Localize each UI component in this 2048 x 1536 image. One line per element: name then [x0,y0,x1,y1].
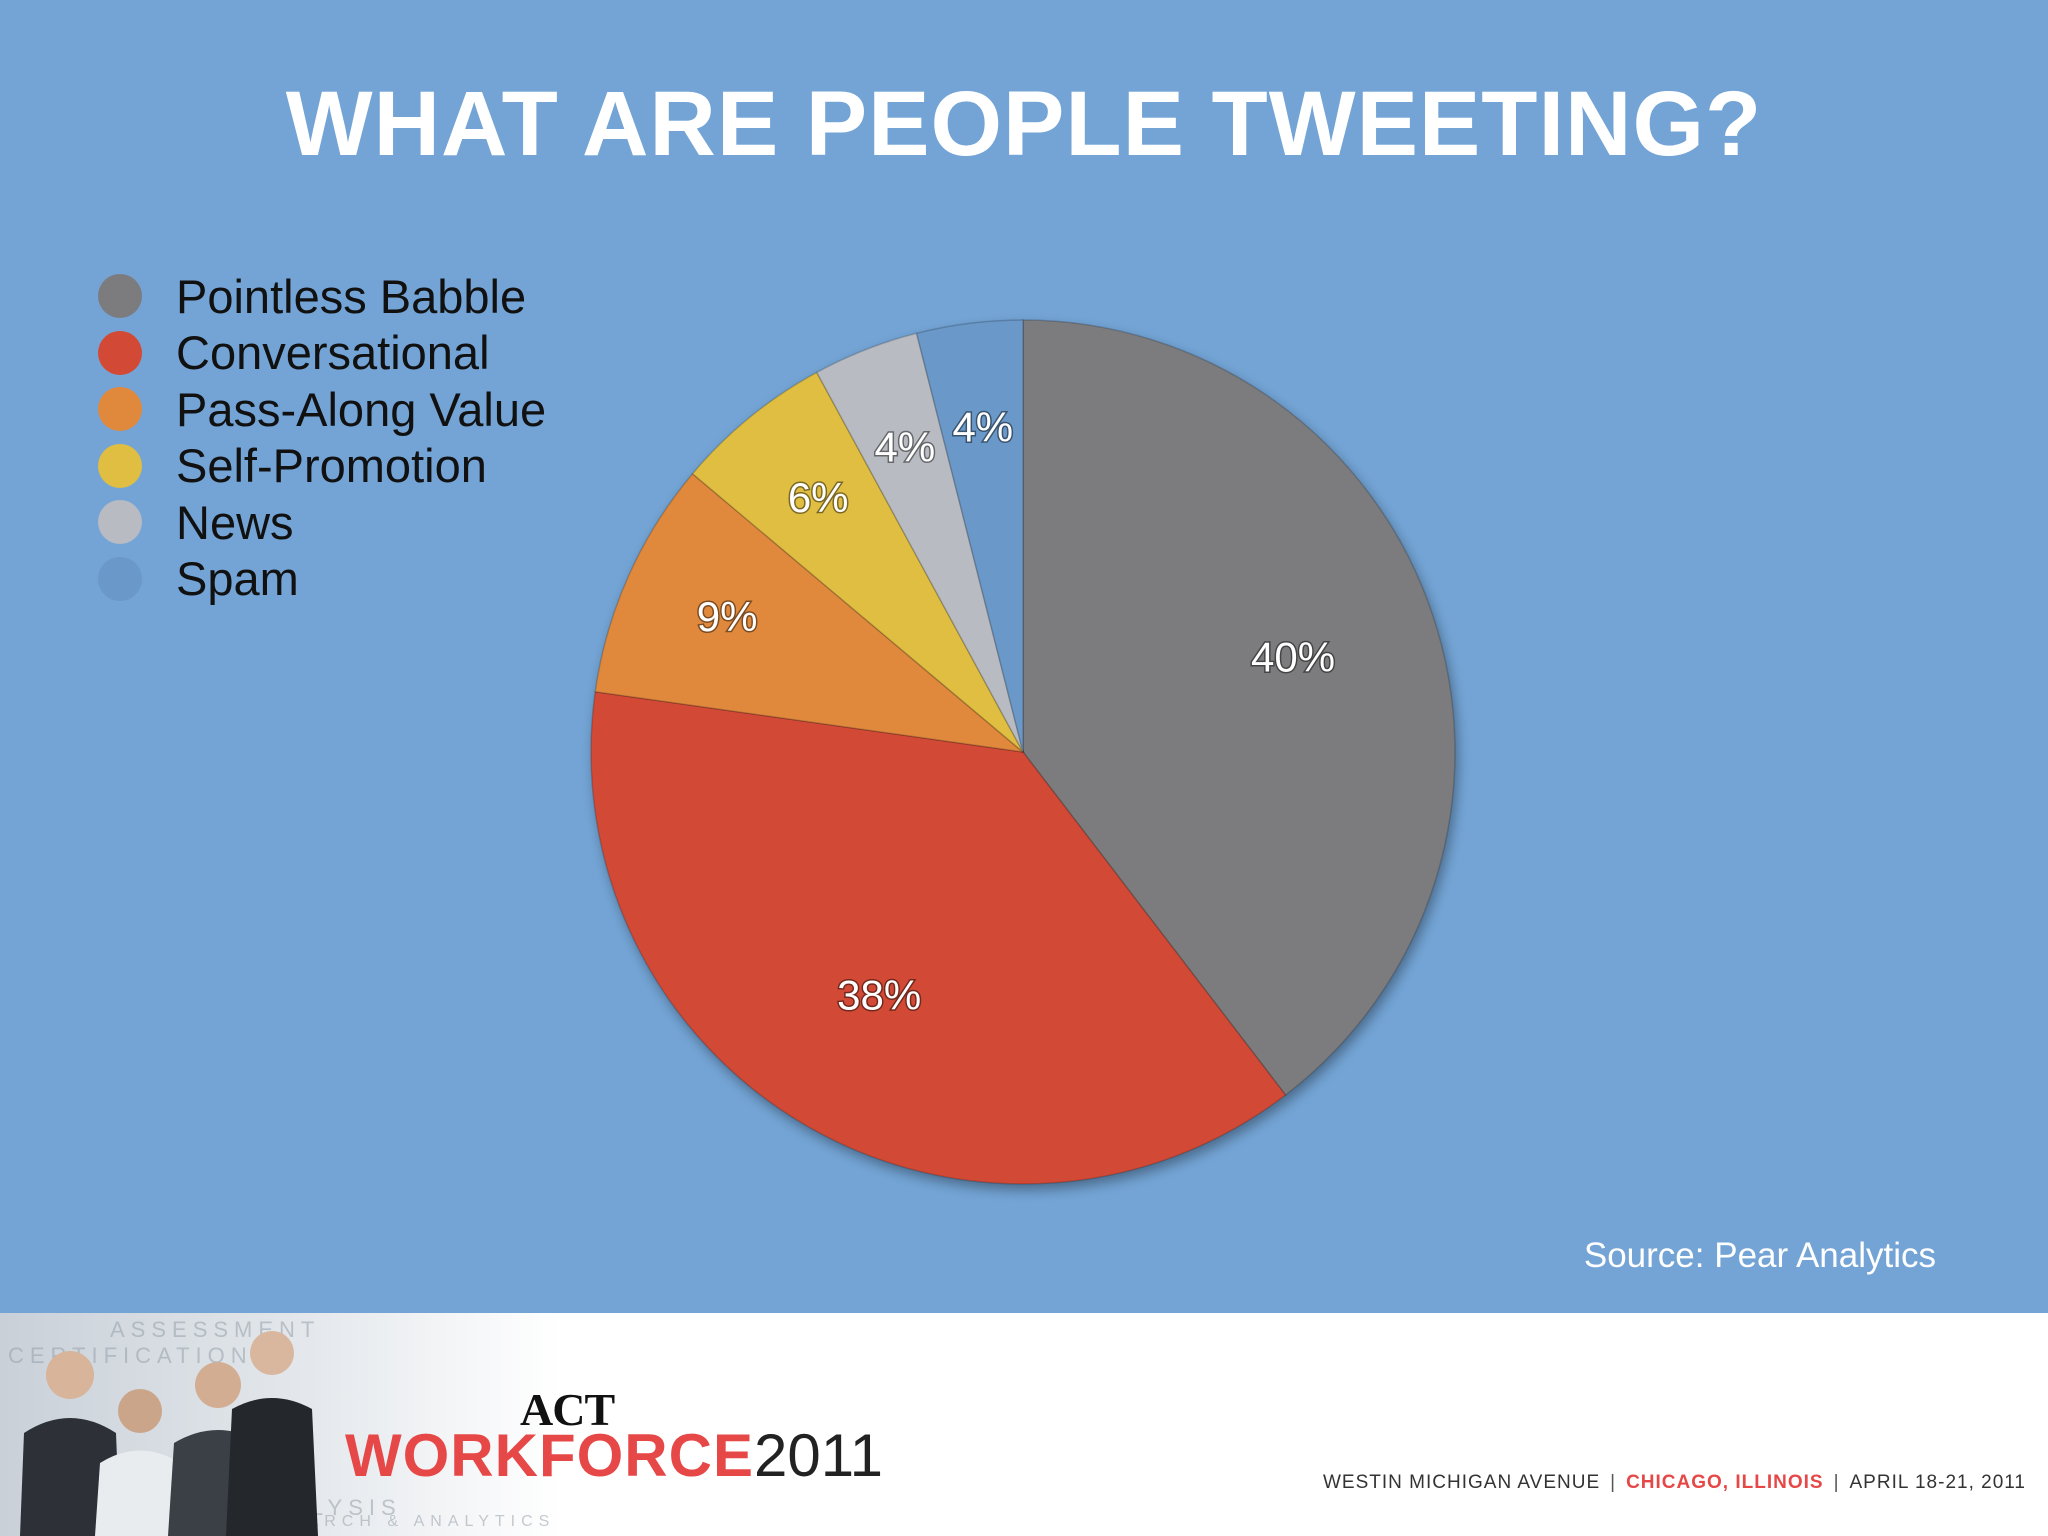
legend-swatch [98,500,142,545]
legend-label: Pass-Along Value [176,382,547,436]
legend-item: Conversational [98,325,546,382]
legend-item: Pass-Along Value [98,381,546,438]
pie-chart: 40% 38% 9% 6% 4% 4% [590,319,1456,1185]
venue-city: CHICAGO, ILLINOIS [1626,1472,1824,1493]
workforce-logo: WORKFORCE2011 [345,1423,883,1489]
legend-label: News [176,495,294,549]
legend-label: Spam [176,552,299,606]
legend-swatch [98,330,142,375]
legend-label: Conversational [176,326,490,380]
pie-slice [915,319,1024,753]
people-photo: ASSESSMENT CERTIFICATION JOB ANALYSIS RE… [0,1313,560,1536]
legend-label: Pointless Babble [176,269,527,323]
source-caption: Source: Pear Analytics [1583,1236,1936,1275]
legend-swatch [98,274,142,319]
legend-item: Self-Promotion [98,438,546,495]
person-silhouette-4 [226,1331,318,1536]
legend-swatch [98,387,142,432]
pie-data-label: 4% [952,404,1013,451]
legend-item: Pointless Babble [98,268,546,325]
legend-label: Self-Promotion [176,439,487,493]
venue-dates: APRIL 18-21, 2011 [1849,1472,2026,1493]
pie-slice [594,472,1026,754]
venue-line: WESTIN MICHIGAN AVENUE | CHICAGO, ILLINOIS… [1323,1472,2026,1494]
legend-swatch [98,443,142,488]
slide-background: WHAT ARE PEOPLE TWEETING? Pointless Babb… [98,73,1936,1275]
person-silhouette-2 [95,1389,185,1536]
venue-separator: | [1610,1472,1617,1493]
footer-banner: ASSESSMENT CERTIFICATION JOB ANALYSIS RE… [0,1313,2048,1536]
pie-data-label: 38% [837,971,921,1018]
venue-separator: | [1833,1472,1840,1493]
venue-name: WESTIN MICHIGAN AVENUE [1323,1472,1601,1493]
legend-item: Spam [98,551,546,608]
pie-data-label: 4% [875,423,936,470]
legend-swatch [98,556,142,601]
legend-item: News [98,494,546,551]
person-silhouette-1 [20,1351,120,1536]
brand-word: WORKFORCE [345,1422,754,1489]
pie-slice [1022,319,1456,1097]
pie-data-label: 6% [788,474,849,521]
pie-data-label: 9% [697,593,758,640]
slide-title: WHAT ARE PEOPLE TWEETING? [285,73,1763,175]
pie-slice [691,371,1024,753]
brand-year: 2011 [753,1422,883,1489]
pie-slice [590,690,1287,1185]
photo-word: CERTIFICATION [8,1343,253,1368]
pie-data-label: 40% [1251,634,1335,681]
act-logo: ACT [520,1384,615,1435]
chart-legend: Pointless Babble Conversational Pass-Along… [98,268,546,607]
